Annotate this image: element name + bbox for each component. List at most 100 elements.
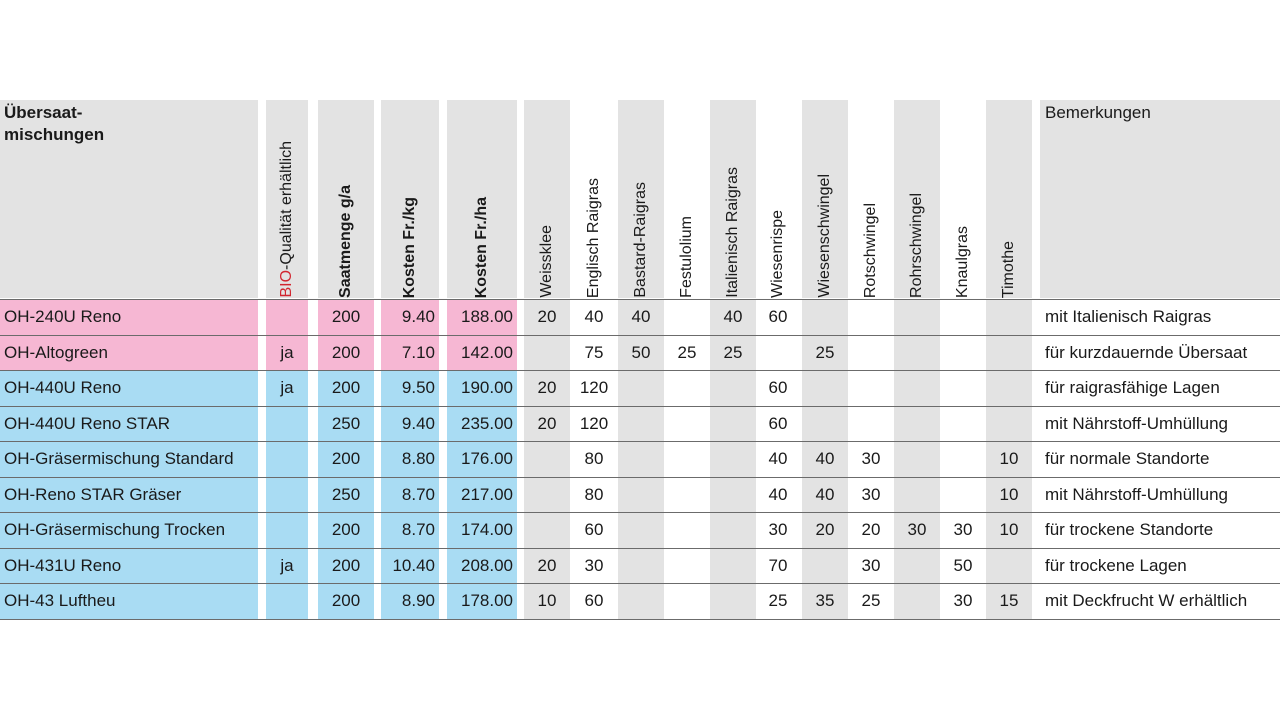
header-species-rotschwingel: Rotschwingel — [848, 100, 894, 298]
species-amount: 60 — [768, 378, 788, 397]
species-amount — [664, 513, 710, 548]
mixture-name: OH-440U Reno — [0, 371, 258, 406]
species-amount — [618, 584, 664, 619]
species-amount: 10 — [986, 513, 1032, 548]
saatmenge-value: 200 — [318, 584, 374, 619]
species-amount — [894, 371, 940, 406]
header-species-text: Wiesenschwingel — [816, 174, 833, 298]
mixture-name: OH-Altogreen — [0, 335, 258, 370]
kosten-ha-value: 190.00 — [447, 371, 517, 406]
species-amount — [848, 336, 894, 371]
header-species-timothe: Timothe — [986, 100, 1032, 298]
species-amount — [940, 442, 986, 477]
header-species-festulolium: Festulolium — [664, 100, 710, 298]
species-amount — [940, 407, 986, 442]
remark-text: mit Deckfrucht W erhältlich — [1045, 591, 1248, 610]
species-amount — [618, 371, 664, 406]
species-amount: 40 — [802, 477, 848, 512]
row-divider — [0, 405, 1280, 407]
header-bio-rest: -Qualität erhältlich — [278, 141, 295, 271]
species-amount: 60 — [768, 413, 788, 433]
species-amount: 80 — [584, 484, 604, 504]
species-amount — [802, 406, 848, 441]
species-amount — [986, 300, 1032, 335]
species-amount: 40 — [710, 300, 756, 335]
row-divider — [0, 370, 1280, 371]
row-divider — [0, 547, 1280, 549]
species-amount: 40 — [768, 449, 788, 468]
remark-text: mit Italienisch Raigras — [1045, 307, 1212, 326]
species-amount: 30 — [861, 555, 881, 575]
kosten-ha-value: 217.00 — [447, 477, 517, 512]
species-amount — [894, 442, 940, 477]
species-amount — [664, 407, 710, 442]
header-species-text: Rotschwingel — [862, 202, 879, 298]
kosten-ha-value: 178.00 — [447, 584, 517, 619]
saatmenge-value: 200 — [318, 335, 374, 370]
species-amount: 35 — [802, 584, 848, 619]
species-amount: 25 — [802, 335, 848, 370]
header-remarks: Bemerkungen — [1040, 100, 1280, 298]
species-amount: 25 — [861, 591, 881, 610]
species-amount — [986, 406, 1032, 441]
kosten-ha-value: 142.00 — [447, 335, 517, 370]
species-amount: 30 — [768, 520, 788, 539]
species-amount: 20 — [524, 371, 570, 406]
row-divider — [0, 441, 1280, 442]
bio-available — [266, 442, 308, 477]
species-amount — [986, 371, 1032, 406]
bio-available: ja — [266, 548, 308, 583]
kosten-kg-value: 8.70 — [381, 513, 439, 548]
saatmenge-value: 250 — [318, 477, 374, 512]
species-amount: 75 — [584, 342, 604, 362]
species-amount — [894, 584, 940, 619]
bio-available — [266, 406, 308, 441]
kosten-ha-value: 176.00 — [447, 442, 517, 477]
species-amount — [894, 335, 940, 370]
species-amount: 20 — [861, 520, 881, 539]
species-amount: 80 — [584, 449, 604, 468]
kosten-kg-value: 9.40 — [381, 300, 439, 335]
header-kosten-kg: Kosten Fr./kg — [381, 100, 439, 298]
species-amount: 20 — [802, 513, 848, 548]
bio-available — [266, 584, 308, 619]
header-species-englisch-raigras: Englisch Raigras — [572, 100, 616, 298]
species-amount — [664, 371, 710, 406]
species-amount: 50 — [618, 335, 664, 370]
species-amount — [940, 300, 986, 335]
species-amount: 20 — [524, 548, 570, 583]
species-amount: 10 — [986, 442, 1032, 477]
species-amount: 120 — [579, 413, 609, 433]
species-amount — [618, 477, 664, 512]
mixture-name: OH-Reno STAR Gräser — [0, 477, 258, 512]
species-amount — [940, 478, 986, 513]
header-kosten-kg-text: Kosten Fr./kg — [401, 196, 418, 298]
species-amount: 15 — [986, 584, 1032, 619]
species-amount — [664, 478, 710, 513]
species-amount: 60 — [584, 591, 604, 610]
kosten-kg-value: 9.40 — [381, 406, 439, 441]
species-amount — [524, 513, 570, 548]
species-amount: 40 — [584, 307, 604, 326]
species-amount: 70 — [768, 555, 788, 575]
header-mixtures-line1: Übersaat- — [4, 103, 83, 122]
row-divider — [0, 583, 1280, 584]
header-kosten-ha-text: Kosten Fr./ha — [473, 196, 490, 298]
species-amount — [756, 336, 800, 371]
remark-text: für kurzdauernde Übersaat — [1045, 342, 1248, 362]
species-amount: 25 — [710, 335, 756, 370]
saatmenge-value: 200 — [318, 442, 374, 477]
species-amount — [618, 442, 664, 477]
mixture-name: OH-440U Reno STAR — [0, 406, 258, 441]
kosten-kg-value: 8.90 — [381, 584, 439, 619]
mixture-name: OH-43 Luftheu — [0, 584, 258, 619]
species-amount — [894, 477, 940, 512]
species-amount: 120 — [579, 378, 609, 397]
remark-text: mit Nährstoff-Umhüllung — [1045, 484, 1228, 504]
species-amount — [710, 371, 756, 406]
species-amount: 40 — [802, 442, 848, 477]
header-species-text: Timothe — [1000, 240, 1017, 298]
bio-available — [266, 513, 308, 548]
species-amount: 30 — [861, 484, 881, 504]
species-amount — [710, 442, 756, 477]
